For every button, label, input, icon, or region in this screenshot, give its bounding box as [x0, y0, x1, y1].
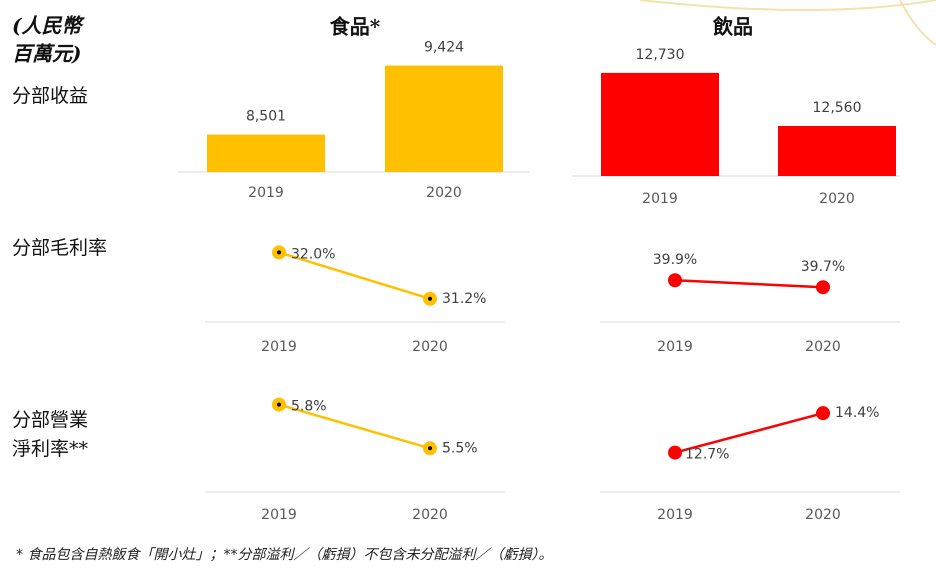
- data-label: 9,424: [424, 40, 464, 56]
- data-label: 12.7%: [685, 447, 729, 463]
- footnote: * 食品包含自熱飯食「開小灶」；**分部溢利／（虧損）不包含未分配溢利／（虧損）…: [16, 547, 552, 563]
- decoration: [899, 0, 936, 46]
- x-tick-label: 2020: [412, 507, 448, 523]
- marker: [816, 280, 830, 295]
- decoration: [639, 0, 936, 11]
- x-tick-label: 2019: [657, 339, 693, 355]
- x-tick-label: 2020: [805, 339, 841, 355]
- data-label: 39.7%: [801, 259, 845, 275]
- row-label: 分部毛利率: [12, 237, 107, 259]
- line: [278, 251, 431, 300]
- row-label: 分部收益: [12, 85, 88, 107]
- marker: [668, 273, 682, 288]
- row-label: 分部營業: [12, 409, 88, 431]
- x-tick-label: 2019: [248, 185, 284, 201]
- data-label: 31.2%: [442, 291, 486, 307]
- data-label: 39.9%: [653, 252, 697, 268]
- x-tick-label: 2019: [657, 507, 693, 523]
- bar: [385, 65, 503, 172]
- x-tick-label: 2020: [426, 185, 462, 201]
- x-tick-label: 2020: [412, 339, 448, 355]
- marker-dot: [428, 446, 432, 451]
- x-tick-label: 2020: [805, 507, 841, 523]
- data-label: 5.8%: [291, 399, 327, 415]
- line: [674, 411, 824, 454]
- marker: [816, 406, 830, 421]
- marker-dot: [277, 250, 281, 255]
- bar: [207, 134, 325, 172]
- x-tick-label: 2019: [642, 191, 678, 207]
- column-header: 飲品: [712, 15, 753, 39]
- data-label: 8,501: [246, 109, 286, 125]
- marker-dot: [428, 296, 432, 301]
- marker-dot: [277, 402, 281, 407]
- data-label: 12,560: [813, 100, 862, 116]
- x-tick-label: 2019: [261, 339, 297, 355]
- bar: [601, 72, 719, 176]
- data-label: 14.4%: [835, 405, 879, 421]
- unit-label: (人民幣: [12, 14, 85, 38]
- data-label: 12,730: [636, 47, 685, 63]
- data-label: 5.5%: [442, 440, 478, 456]
- x-tick-label: 2020: [819, 191, 855, 207]
- row-label: 淨利率**: [12, 438, 89, 460]
- x-tick-label: 2019: [261, 507, 297, 523]
- bar: [778, 126, 896, 176]
- column-header: 食品*: [330, 15, 381, 39]
- line: [278, 403, 431, 450]
- marker: [668, 445, 682, 460]
- line: [674, 278, 824, 289]
- unit-label: 百萬元): [12, 42, 81, 66]
- data-label: 32.0%: [291, 246, 335, 262]
